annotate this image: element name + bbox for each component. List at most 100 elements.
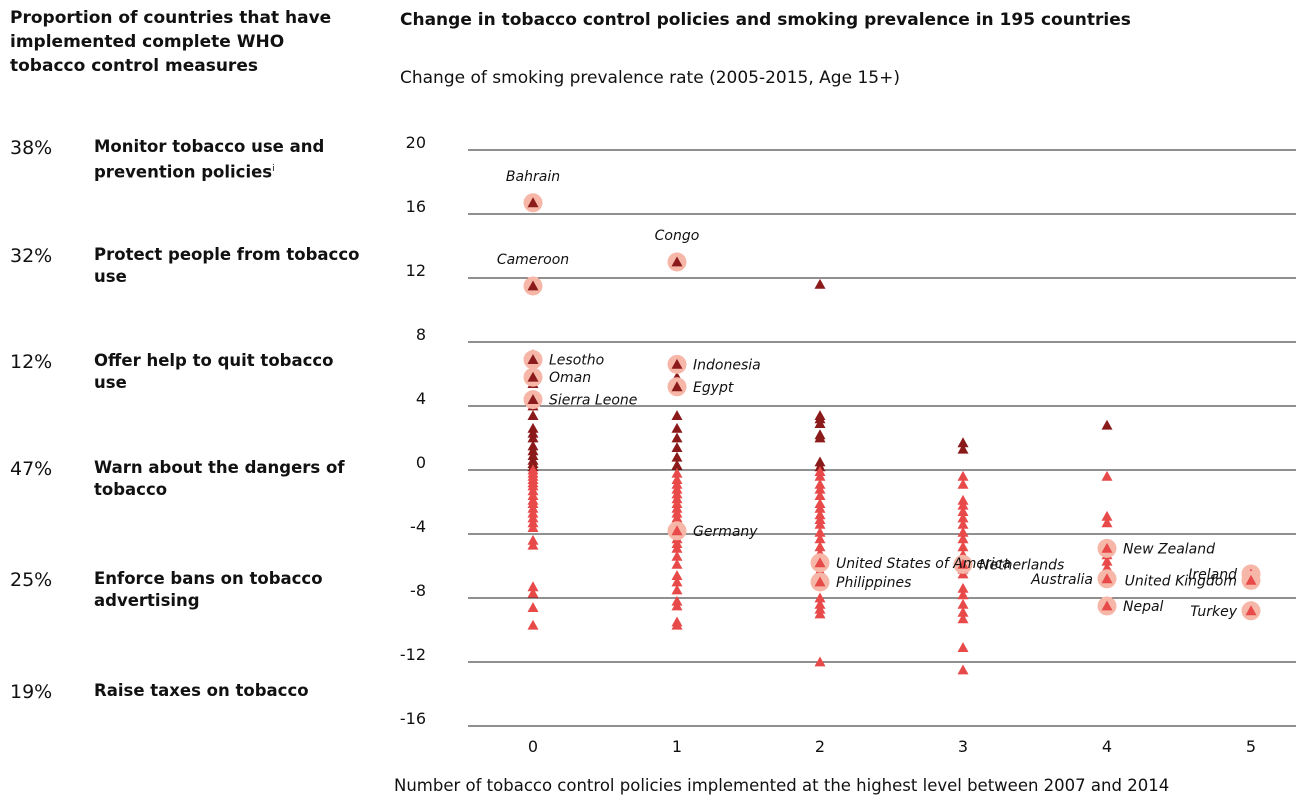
data-point — [814, 483, 826, 494]
measure-label: Protect people from tobacco use — [94, 245, 360, 286]
data-point — [671, 558, 683, 569]
y-tick-label: 4 — [416, 389, 426, 408]
data-point — [957, 470, 969, 481]
highlighted-data-point — [527, 394, 539, 404]
y-tick-label: -12 — [400, 645, 426, 664]
measure-enforce-bans: 25% Enforce bans on tobacco advertising — [10, 568, 370, 618]
data-point — [814, 541, 826, 552]
measure-percent: 12% — [10, 351, 53, 373]
data-point — [671, 584, 683, 595]
measure-percent: 19% — [10, 681, 53, 703]
highlighted-data-point — [1245, 605, 1257, 616]
data-point — [671, 570, 683, 580]
highlighted-data-point — [527, 197, 539, 208]
data-point — [527, 587, 539, 598]
data-point — [814, 656, 826, 667]
data-point — [957, 526, 969, 537]
country-label: Congo — [655, 228, 700, 244]
highlighted-data-point — [527, 371, 539, 382]
y-tick-label: 0 — [416, 453, 426, 472]
x-tick-label: 1 — [672, 737, 682, 756]
x-tick-label: 5 — [1246, 737, 1256, 756]
data-point — [957, 606, 969, 617]
data-point — [527, 410, 539, 420]
chart-title: Change in tobacco control policies and s… — [400, 10, 1131, 30]
data-point — [814, 432, 826, 443]
data-point — [814, 470, 826, 481]
country-label: United States of America — [836, 556, 1011, 572]
measure-label: Monitor tobacco use and prevention polic… — [94, 137, 325, 182]
highlighted-data-point — [1245, 574, 1257, 585]
data-point — [671, 576, 683, 587]
highlighted-data-point — [671, 525, 683, 536]
data-point — [1101, 562, 1113, 572]
country-label: Oman — [549, 370, 591, 386]
data-point — [957, 598, 969, 609]
measure-label: Enforce bans on tobacco advertising — [94, 569, 323, 610]
data-point — [671, 410, 683, 420]
y-tick-label: 20 — [406, 133, 426, 152]
country-label: United Kingdom — [1125, 573, 1237, 589]
data-point — [527, 619, 539, 630]
measure-protect: 32% Protect people from tobacco use — [10, 244, 370, 294]
data-point — [671, 422, 683, 433]
data-point — [527, 581, 539, 592]
measure-percent: 38% — [10, 137, 53, 159]
highlighted-data-point — [814, 557, 826, 568]
country-label: New Zealand — [1123, 541, 1215, 557]
country-label: Indonesia — [693, 357, 761, 373]
data-point — [957, 518, 969, 529]
country-label: Netherlands — [979, 557, 1064, 573]
sidebar-title: Proportion of countries that have implem… — [10, 8, 332, 76]
data-point — [957, 499, 969, 510]
x-tick-label: 3 — [958, 737, 968, 756]
data-point — [671, 442, 683, 452]
data-point — [957, 541, 969, 552]
data-point — [527, 432, 539, 443]
data-point — [1101, 555, 1113, 566]
country-label: Cameroon — [497, 252, 569, 268]
highlighted-data-point — [814, 576, 826, 587]
y-tick-label: -8 — [410, 581, 426, 600]
data-point — [957, 437, 969, 448]
data-point — [957, 589, 969, 600]
highlighted-data-point — [1101, 600, 1113, 611]
highlighted-data-point — [1101, 573, 1113, 584]
data-point — [814, 502, 826, 513]
y-tick-label: 16 — [406, 197, 426, 216]
data-point — [1101, 510, 1113, 521]
measure-label: Raise taxes on tobacco — [94, 681, 309, 700]
measure-warn: 47% Warn about the dangers of tobacco — [10, 457, 370, 507]
data-point — [814, 278, 826, 289]
country-label: Australia — [1030, 572, 1093, 588]
measure-percent: 47% — [10, 458, 53, 480]
measure-monitor: 38% Monitor tobacco use and prevention p… — [10, 136, 370, 186]
data-point — [814, 518, 826, 529]
highlighted-data-point — [957, 558, 969, 569]
data-point — [671, 619, 683, 630]
data-point — [527, 539, 539, 550]
country-label: Ireland — [1188, 567, 1237, 583]
data-point — [957, 506, 969, 516]
data-point — [814, 490, 826, 500]
measure-offer-help: 12% Offer help to quit tobacco use — [10, 350, 370, 400]
y-tick-label: -4 — [410, 517, 426, 536]
data-point — [1101, 419, 1113, 430]
highlighted-data-point — [671, 381, 683, 392]
measure-label: Offer help to quit tobacco use — [94, 351, 334, 392]
x-tick-label: 4 — [1102, 737, 1112, 756]
data-point — [957, 642, 969, 652]
highlighted-data-point — [527, 354, 539, 364]
data-point — [671, 432, 683, 443]
y-tick-label: 8 — [416, 325, 426, 344]
data-point — [671, 550, 683, 561]
data-point — [671, 542, 683, 553]
data-point — [1101, 470, 1113, 481]
measure-label: Warn about the dangers of tobacco — [94, 458, 345, 499]
y-tick-label: 12 — [406, 261, 426, 280]
country-label: Egypt — [693, 380, 734, 396]
highlighted-data-point — [1101, 542, 1113, 553]
country-label: Turkey — [1190, 604, 1237, 620]
data-point — [814, 526, 826, 537]
